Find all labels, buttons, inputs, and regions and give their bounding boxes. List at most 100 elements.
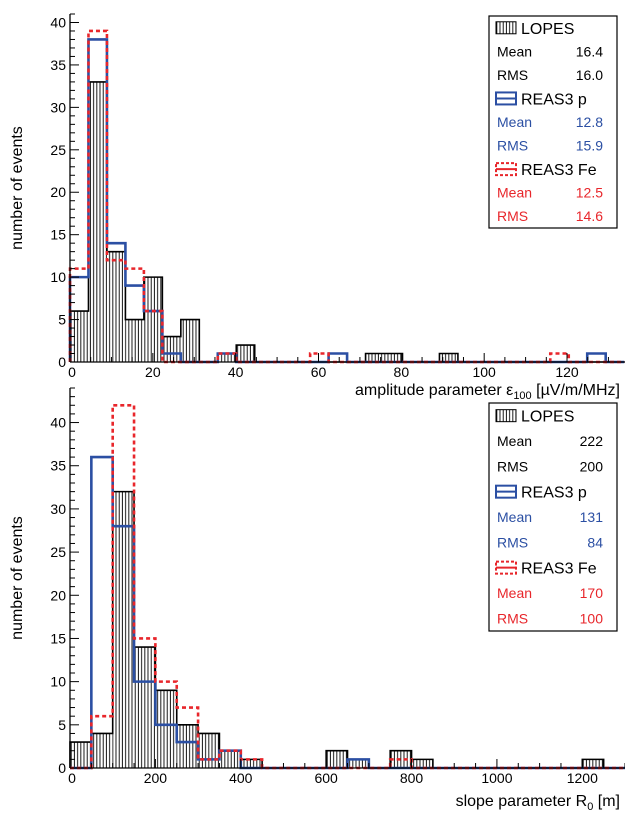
histogram-bar [112, 491, 135, 768]
y-tick-label: 10 [50, 269, 66, 285]
histogram-bar [582, 759, 604, 768]
histogram-bar [91, 733, 113, 768]
histogram-bar [390, 750, 412, 768]
x-axis-label-main: amplitude parameter ε [355, 382, 513, 399]
histogram-bar [219, 750, 241, 768]
y-tick-label: 25 [50, 142, 66, 158]
legend-stat-value: 14.6 [576, 208, 603, 224]
histogram-bar [411, 759, 433, 768]
x-tick-label: 600 [314, 770, 338, 786]
legend-stat-value: 100 [580, 610, 604, 626]
legend-stat-name: Mean [497, 114, 532, 130]
legend-stat-name: Mean [497, 585, 532, 601]
legend-label: REAS3 Fe [521, 162, 597, 179]
x-tick-label: 1200 [567, 770, 598, 786]
legend-stat-value: 16.0 [576, 67, 603, 83]
legend-label: LOPES [521, 409, 574, 426]
histogram-bar [176, 724, 199, 768]
histogram-bar [88, 81, 107, 362]
histogram-bar [180, 319, 200, 362]
y-tick-label: 35 [50, 458, 66, 474]
y-tick-label: 0 [58, 354, 66, 370]
x-tick-label: 60 [311, 364, 327, 380]
x-tick-label: 800 [400, 770, 424, 786]
legend-box [488, 402, 618, 632]
legend-stat-value: 12.5 [576, 185, 603, 201]
x-axis-label-subscript: 100 [513, 390, 531, 402]
legend-stat-name: RMS [497, 67, 528, 83]
histogram-bar [384, 353, 403, 362]
histogram-bar [365, 353, 385, 362]
histogram-bar [326, 750, 348, 768]
y-tick-label: 20 [50, 184, 66, 200]
y-tick-label: 10 [50, 674, 66, 690]
x-axis-label-unit: [µV/m/MHz] [532, 382, 620, 399]
x-tick-label: 0 [68, 364, 76, 380]
y-axis-label: number of events [9, 516, 26, 640]
amplitude-histogram-panel: 0 5 10 15 20 25 30 35 40 0 20 40 60 80 100 120 amplitude… [9, 13, 625, 402]
legend-stat-value: 15.9 [576, 138, 603, 154]
legend-stat-name: RMS [497, 610, 528, 626]
y-tick-label: 15 [50, 227, 66, 243]
histogram-bar [106, 251, 126, 362]
legend-swatch-lopes [495, 21, 517, 35]
histogram-bar [70, 742, 92, 768]
histogram-bar [70, 311, 89, 362]
legend: LOPES Mean 16.4 RMS 16.0 REAS3 p Mean 12.8 RMS 15… [488, 15, 618, 229]
legend-stat-value: 12.8 [576, 114, 603, 130]
legend: LOPES Mean 222 RMS 200 REAS3 p Mean 131 RMS 84 REA… [488, 402, 618, 632]
legend-box [488, 15, 618, 229]
histogram-bar [198, 733, 220, 768]
x-tick-label: 0 [68, 770, 76, 786]
legend-stat-name: RMS [497, 208, 528, 224]
histogram-bar [162, 336, 181, 362]
x-tick-label: 1000 [481, 770, 512, 786]
y-tick-label: 5 [58, 717, 66, 733]
y-tick-label: 0 [58, 760, 66, 776]
x-tick-label: 40 [228, 364, 244, 380]
x-tick-label: 20 [145, 364, 161, 380]
histogram-bar [125, 319, 144, 362]
x-tick-label: 120 [555, 364, 579, 380]
legend-label: REAS3 p [521, 485, 587, 502]
x-axis-label-subscript: 0 [587, 801, 593, 812]
y-axis-label: number of events [9, 126, 26, 250]
series-lopes [69, 81, 625, 363]
legend-swatch-lopes [495, 409, 517, 423]
histogram-bar [439, 353, 458, 362]
x-axis-label: slope parameter R0 [m] [456, 793, 620, 812]
histogram-bar [217, 353, 237, 362]
legend-label: REAS3 Fe [521, 561, 597, 578]
legend-stat-value: 200 [580, 458, 604, 474]
legend-label: REAS3 p [521, 91, 587, 108]
legend-stat-value: 84 [587, 534, 603, 550]
legend-stat-value: 170 [580, 585, 604, 601]
legend-stat-name: Mean [497, 509, 532, 525]
y-tick-label: 30 [50, 501, 66, 517]
x-tick-label: 400 [229, 770, 253, 786]
y-tick-label: 15 [50, 630, 66, 646]
y-tick-label: 30 [50, 99, 66, 115]
x-tick-label: 100 [472, 364, 496, 380]
legend-label: LOPES [521, 21, 574, 38]
x-axis-label-main: slope parameter R [456, 793, 588, 810]
legend-stat-name: RMS [497, 458, 528, 474]
histogram-bar [134, 647, 156, 768]
histogram-bar [236, 345, 255, 362]
y-tick-label: 40 [50, 14, 66, 30]
histogram-bar [240, 759, 263, 768]
y-tick-label: 40 [50, 415, 66, 431]
x-axis-label-unit: [m] [593, 793, 620, 810]
legend-stat-value: 131 [580, 509, 604, 525]
legend-stat-name: Mean [497, 43, 532, 59]
y-tick-label: 5 [58, 312, 66, 328]
histogram-bar [143, 277, 163, 362]
legend-stat-name: Mean [497, 433, 532, 449]
legend-stat-name: RMS [497, 534, 528, 550]
histogram-bar [347, 759, 369, 768]
legend-stat-name: RMS [497, 138, 528, 154]
x-tick-label: 200 [144, 770, 168, 786]
